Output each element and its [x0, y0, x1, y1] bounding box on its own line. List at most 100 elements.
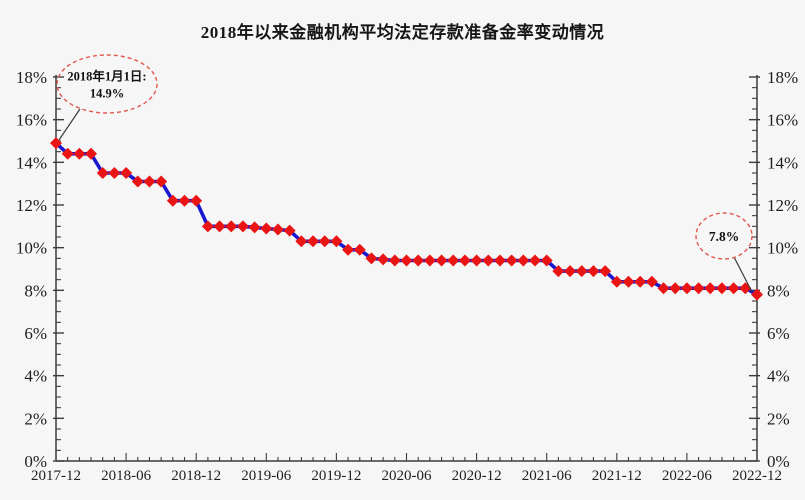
data-point-marker: [260, 222, 273, 235]
data-point-marker: [669, 282, 682, 295]
data-point-marker: [307, 235, 320, 248]
chart-title: 2018年以来金融机构平均法定存款准备金率变动情况: [200, 23, 605, 42]
data-point-marker: [540, 254, 553, 267]
y-tick-label-left: 10%: [16, 239, 47, 258]
y-tick-label-left: 8%: [24, 281, 47, 300]
data-point-marker: [622, 275, 635, 288]
data-point-marker: [564, 265, 577, 278]
x-tick-label: 2022-06: [662, 468, 712, 484]
data-point-marker: [482, 254, 495, 267]
data-point-marker: [342, 243, 355, 256]
data-point-marker: [715, 282, 728, 295]
data-point-marker: [271, 223, 284, 236]
data-point-marker: [201, 220, 214, 233]
chart-line: [54, 141, 758, 297]
annotation-text: 14.9%: [90, 87, 124, 101]
data-point-marker: [108, 167, 121, 179]
annotation-pointer-line: [58, 108, 81, 141]
x-tick-label: 2018-06: [101, 468, 151, 484]
data-point-marker: [155, 175, 168, 188]
y-tick-label-left: 6%: [24, 324, 47, 343]
data-point-marker: [330, 235, 343, 248]
data-point-marker: [318, 235, 331, 248]
data-point-marker: [470, 254, 483, 267]
y-tick-label-left: 18%: [16, 68, 47, 87]
y-tick-label-right: 0%: [767, 452, 790, 471]
data-point-marker: [751, 288, 763, 301]
data-point-marker: [517, 254, 530, 267]
data-point-marker: [727, 282, 740, 295]
annotation-text: 2018年1月1日:: [67, 69, 146, 84]
y-tick-label-right: 2%: [767, 409, 790, 428]
data-point-marker: [458, 254, 471, 267]
data-point-marker: [599, 265, 612, 278]
data-point-marker: [575, 265, 588, 278]
data-point-marker: [85, 147, 98, 160]
y-tick-label-left: 4%: [24, 367, 47, 386]
annotation-ellipse: [695, 212, 753, 260]
data-point-marker: [610, 275, 623, 288]
y-tick-label-right: 18%: [767, 68, 798, 87]
data-point-marker: [365, 252, 378, 265]
data-point-marker: [412, 254, 425, 267]
data-point-marker: [248, 221, 261, 234]
data-point-marker: [225, 220, 238, 233]
data-point-marker: [178, 194, 191, 207]
data-point-marker: [587, 265, 600, 278]
data-point-marker: [166, 194, 179, 207]
data-point-marker: [131, 175, 144, 188]
data-point-marker: [388, 254, 401, 267]
data-point-marker: [692, 282, 705, 295]
data-point-marker: [236, 220, 249, 233]
y-tick-label-right: 14%: [767, 153, 798, 172]
data-point-marker: [61, 147, 74, 160]
y-tick-label-right: 4%: [767, 367, 790, 386]
data-point-marker: [283, 224, 296, 237]
x-tick-label: 2019-06: [241, 468, 291, 484]
x-tick-label: 2018-12: [171, 468, 221, 484]
y-tick-label-left: 12%: [16, 196, 47, 215]
x-tick-label: 2020-12: [452, 468, 502, 484]
y-tick-label-left: 0%: [24, 452, 47, 471]
y-tick-label-left: 2%: [24, 409, 47, 428]
data-point-marker: [143, 175, 156, 188]
data-point-marker: [96, 167, 109, 179]
y-tick-label-right: 12%: [767, 196, 798, 215]
data-point-marker: [645, 275, 658, 288]
data-point-marker: [505, 254, 518, 267]
data-point-marker: [423, 254, 436, 267]
data-point-marker: [704, 282, 717, 295]
x-tick-label: 2020-06: [382, 468, 432, 484]
data-point-marker: [190, 194, 203, 207]
data-point-marker: [529, 254, 542, 267]
data-point-marker: [120, 167, 133, 179]
y-tick-label-right: 16%: [767, 111, 798, 130]
y-tick-label-right: 6%: [767, 324, 790, 343]
data-point-marker: [680, 282, 693, 295]
data-point-marker: [295, 235, 308, 248]
data-point-marker: [50, 137, 62, 150]
x-tick-label: 2021-12: [592, 468, 642, 484]
x-tick-label: 2017-12: [31, 468, 81, 484]
data-point-marker: [657, 282, 670, 295]
data-point-marker: [435, 254, 448, 267]
data-point-marker: [552, 265, 565, 278]
y-tick-label-right: 8%: [767, 281, 790, 300]
x-tick-label: 2021-06: [522, 468, 572, 484]
data-point-marker: [73, 147, 86, 160]
y-tick-label-left: 14%: [16, 153, 47, 172]
data-point-marker: [447, 254, 460, 267]
annotation-pointer-line: [733, 256, 753, 293]
y-tick-label-left: 16%: [16, 111, 47, 130]
data-point-marker: [213, 220, 226, 233]
annotation-ellipse: [56, 54, 158, 114]
data-point-marker: [400, 254, 413, 267]
annotation-text: 7.8%: [709, 229, 739, 244]
x-tick-label: 2019-12: [311, 468, 361, 484]
data-point-marker: [634, 275, 647, 288]
x-tick-label: 2022-12: [732, 468, 782, 484]
data-point-marker: [377, 253, 390, 266]
data-point-marker: [493, 254, 506, 267]
